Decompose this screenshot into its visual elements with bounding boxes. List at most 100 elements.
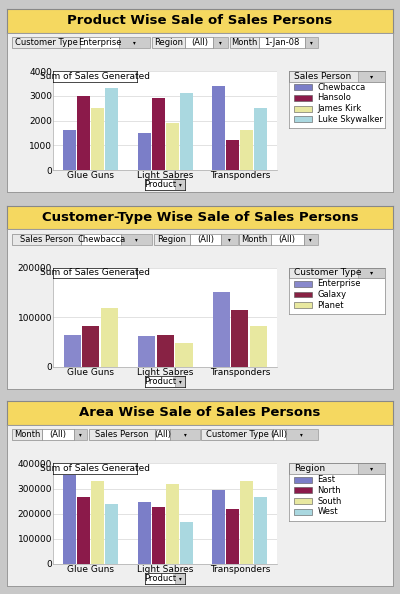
Text: ▾: ▾ bbox=[79, 432, 82, 437]
Text: Customer Type: Customer Type bbox=[15, 38, 78, 48]
Bar bbox=[155, 429, 170, 440]
Text: ▾: ▾ bbox=[179, 379, 182, 384]
Bar bbox=[213, 292, 230, 366]
Bar bbox=[294, 292, 312, 298]
Bar bbox=[77, 96, 90, 170]
Bar bbox=[105, 89, 118, 170]
Bar bbox=[12, 234, 82, 245]
Text: ▾: ▾ bbox=[179, 576, 182, 581]
Text: Sum of Sales Generated: Sum of Sales Generated bbox=[40, 72, 150, 81]
Text: ▾: ▾ bbox=[179, 182, 182, 187]
Bar bbox=[180, 522, 193, 564]
Bar bbox=[80, 37, 120, 48]
Bar bbox=[273, 429, 286, 440]
Bar bbox=[180, 93, 193, 170]
Text: ▾: ▾ bbox=[134, 40, 136, 45]
Bar bbox=[202, 429, 273, 440]
Bar bbox=[294, 84, 312, 90]
Bar bbox=[250, 326, 267, 366]
Bar bbox=[175, 343, 192, 366]
Bar bbox=[138, 336, 155, 366]
Bar bbox=[12, 429, 42, 440]
Text: (All): (All) bbox=[271, 430, 288, 440]
Bar bbox=[170, 429, 200, 440]
Bar bbox=[259, 37, 305, 48]
Text: ▾: ▾ bbox=[370, 270, 373, 276]
Text: Region: Region bbox=[154, 38, 183, 48]
Text: Sum of Sales Generated: Sum of Sales Generated bbox=[40, 268, 150, 277]
Bar bbox=[212, 86, 225, 170]
Bar bbox=[138, 503, 151, 564]
Text: James Kirk: James Kirk bbox=[318, 104, 362, 113]
Bar bbox=[154, 234, 190, 245]
Bar bbox=[304, 234, 318, 245]
Bar bbox=[286, 429, 318, 440]
Bar bbox=[91, 481, 104, 564]
Text: Planet: Planet bbox=[318, 301, 344, 310]
Bar bbox=[152, 37, 185, 48]
Bar bbox=[289, 71, 385, 82]
Text: South: South bbox=[318, 497, 342, 505]
Text: West: West bbox=[318, 507, 338, 516]
Text: ▾: ▾ bbox=[184, 432, 186, 437]
Text: Enterprise: Enterprise bbox=[318, 279, 361, 288]
Text: Month: Month bbox=[231, 38, 258, 48]
Text: (All): (All) bbox=[154, 430, 171, 440]
Bar bbox=[239, 234, 270, 245]
Bar bbox=[226, 508, 239, 564]
Text: Sales Person: Sales Person bbox=[20, 235, 74, 244]
Text: Customer Type: Customer Type bbox=[206, 430, 268, 440]
Text: Luke Skywalker: Luke Skywalker bbox=[318, 115, 383, 124]
Text: (All): (All) bbox=[50, 430, 66, 440]
Bar bbox=[74, 429, 87, 440]
Bar bbox=[185, 37, 213, 48]
Bar bbox=[82, 326, 99, 366]
Bar bbox=[294, 116, 312, 122]
Text: Product: Product bbox=[144, 180, 176, 189]
Bar bbox=[138, 133, 151, 170]
Text: (All): (All) bbox=[197, 235, 214, 244]
Bar bbox=[77, 497, 90, 564]
Bar bbox=[89, 429, 155, 440]
Bar bbox=[294, 106, 312, 112]
Bar bbox=[294, 509, 312, 515]
Text: North: North bbox=[318, 486, 341, 495]
Bar bbox=[358, 463, 385, 474]
Text: Month: Month bbox=[14, 430, 40, 440]
Text: ▾: ▾ bbox=[310, 40, 312, 45]
Bar bbox=[254, 497, 267, 564]
Text: Sales Person: Sales Person bbox=[95, 430, 149, 440]
Text: (All): (All) bbox=[191, 38, 208, 48]
Bar bbox=[289, 463, 385, 474]
Bar bbox=[213, 37, 228, 48]
Bar bbox=[152, 98, 165, 170]
Bar bbox=[157, 336, 174, 366]
Bar bbox=[212, 490, 225, 564]
Bar bbox=[152, 507, 165, 564]
Text: Sales Person: Sales Person bbox=[294, 72, 352, 81]
Text: (All): (All) bbox=[278, 235, 296, 244]
Bar bbox=[121, 234, 152, 245]
Bar bbox=[240, 131, 253, 170]
Text: Region: Region bbox=[158, 235, 186, 244]
Text: Month: Month bbox=[242, 235, 268, 244]
Bar bbox=[294, 281, 312, 287]
Bar bbox=[226, 140, 239, 170]
Text: Chewbacca: Chewbacca bbox=[318, 83, 366, 91]
Bar bbox=[166, 123, 179, 170]
Bar bbox=[82, 234, 121, 245]
Text: Chewbacca: Chewbacca bbox=[77, 235, 125, 244]
Bar bbox=[12, 37, 80, 48]
Text: Enterprise: Enterprise bbox=[78, 38, 122, 48]
Bar bbox=[305, 37, 318, 48]
Text: ▾: ▾ bbox=[228, 237, 231, 242]
Bar bbox=[120, 37, 150, 48]
Bar bbox=[63, 475, 76, 564]
Bar bbox=[294, 95, 312, 101]
Text: Hansolo: Hansolo bbox=[318, 93, 352, 102]
Bar bbox=[64, 334, 81, 366]
Bar bbox=[240, 481, 253, 564]
Bar bbox=[91, 108, 104, 170]
Text: ▾: ▾ bbox=[309, 237, 312, 242]
Text: Product Wise Sale of Sales Persons: Product Wise Sale of Sales Persons bbox=[67, 14, 333, 27]
